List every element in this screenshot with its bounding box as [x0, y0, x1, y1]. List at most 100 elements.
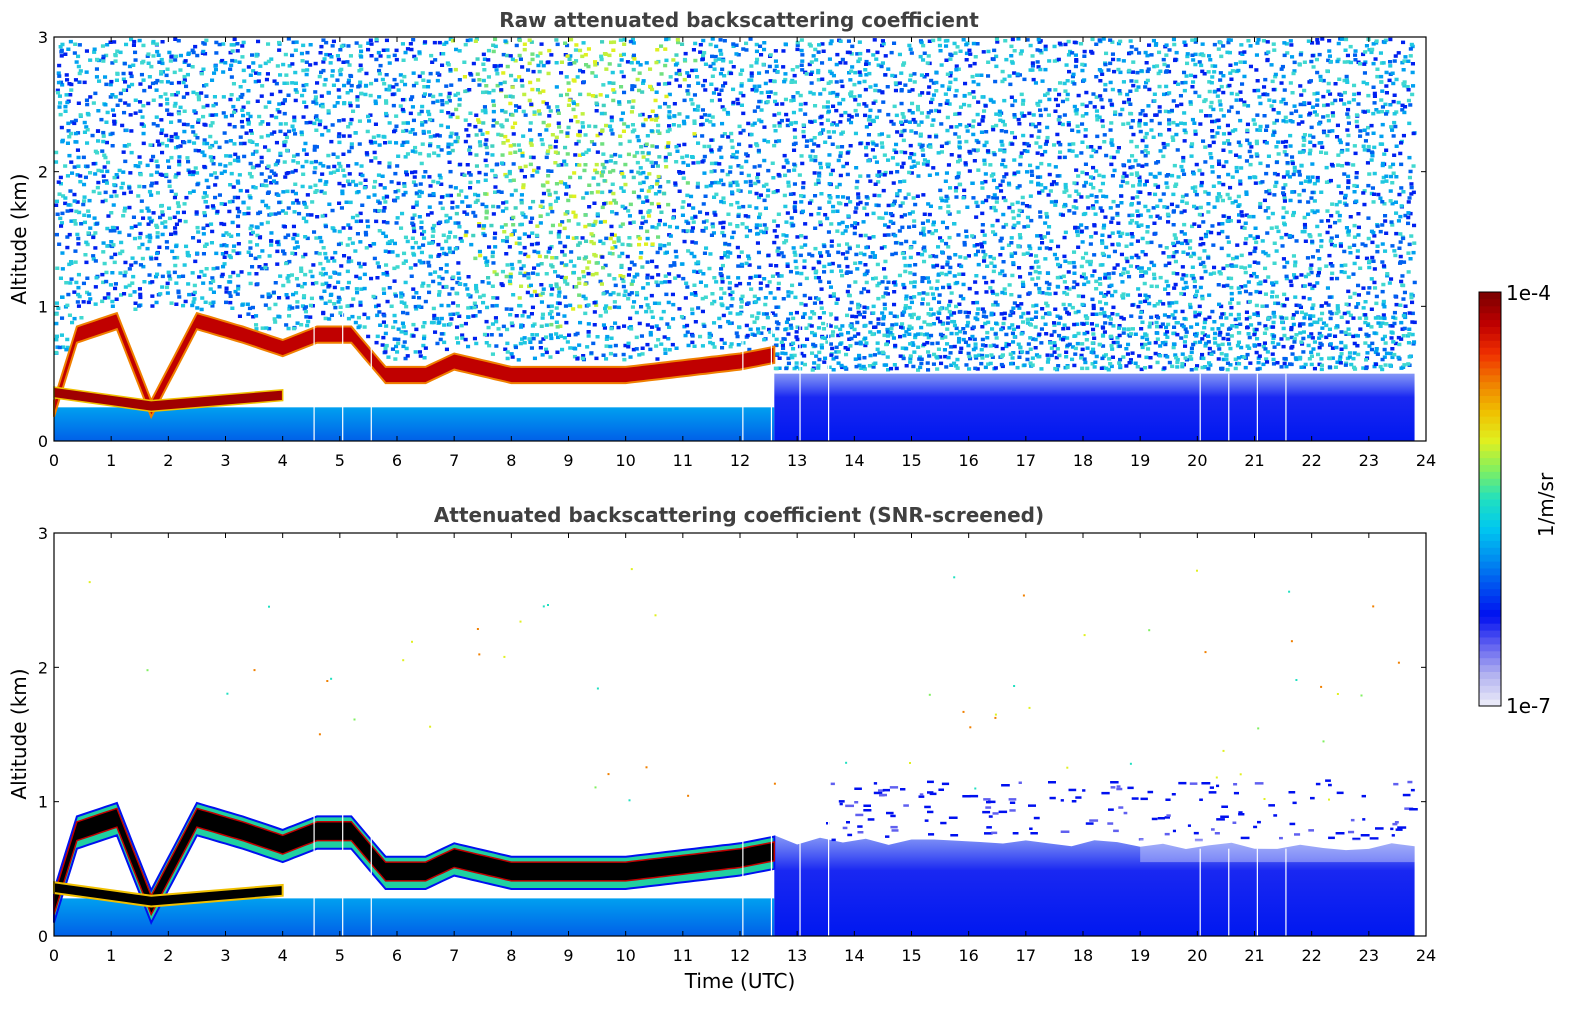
noise-pixel: [403, 356, 408, 361]
noise-pixel: [247, 306, 252, 311]
noise-pixel: [618, 274, 623, 278]
noise-pixel: [812, 312, 817, 316]
noise-pixel: [663, 155, 668, 160]
noise-pixel: [870, 118, 875, 123]
noise-pixel: [265, 191, 270, 195]
noise-pixel: [873, 99, 878, 103]
noise-pixel: [64, 73, 69, 77]
noise-pixel: [187, 170, 192, 174]
noise-pixel: [813, 275, 818, 280]
noise-pixel: [441, 52, 446, 56]
noise-pixel: [712, 299, 717, 304]
noise-pixel: [445, 125, 450, 129]
noise-pixel: [548, 206, 553, 210]
noise-pixel: [623, 343, 628, 348]
noise-pixel: [275, 64, 280, 68]
noise-pixel: [295, 161, 300, 165]
noise-pixel: [522, 310, 527, 314]
noise-pixel: [157, 245, 162, 249]
noise-pixel: [60, 251, 65, 255]
noise-pixel: [619, 58, 624, 62]
noise-pixel: [774, 102, 779, 106]
noise-pixel: [392, 129, 397, 134]
noise-pixel: [410, 170, 415, 175]
noise-pixel: [185, 72, 190, 77]
noise-pixel: [123, 206, 128, 211]
noise-pixel: [500, 153, 505, 157]
noise-pixel: [450, 200, 455, 205]
noise-pixel: [738, 311, 743, 316]
noise-pixel: [531, 155, 536, 160]
noise-pixel: [66, 292, 71, 297]
noise-pixel: [918, 365, 923, 370]
noise-pixel: [364, 233, 369, 237]
noise-pixel: [201, 49, 206, 54]
noise-pixel: [532, 356, 537, 361]
noise-pixel: [451, 301, 456, 305]
noise-pixel: [788, 122, 793, 126]
noise-pixel: [489, 223, 494, 228]
noise-pixel: [495, 83, 500, 88]
noise-pixel: [608, 292, 613, 297]
noise-pixel: [882, 153, 887, 157]
noise-pixel: [420, 71, 425, 75]
noise-pixel: [232, 110, 237, 114]
noise-pixel: [60, 316, 65, 320]
noise-pixel: [519, 78, 524, 83]
noise-pixel: [791, 95, 796, 99]
noise-pixel: [719, 296, 724, 300]
noise-pixel: [210, 276, 215, 280]
noise-pixel: [657, 131, 662, 135]
noise-pixel: [677, 307, 682, 311]
noise-pixel: [548, 230, 553, 235]
noise-pixel: [613, 245, 618, 249]
noise-pixel: [56, 180, 61, 184]
noise-pixel: [474, 37, 479, 41]
noise-pixel: [863, 233, 868, 238]
noise-pixel: [517, 53, 522, 58]
noise-pixel: [444, 84, 449, 88]
noise-pixel: [422, 321, 427, 325]
noise-pixel: [680, 213, 685, 217]
noise-pixel: [822, 264, 827, 269]
noise-pixel: [580, 236, 585, 240]
noise-pixel: [871, 276, 876, 281]
noise-pixel: [711, 91, 716, 95]
noise-pixel: [347, 134, 352, 138]
noise-pixel: [845, 225, 850, 229]
noise-pixel: [323, 182, 328, 186]
noise-pixel: [658, 246, 663, 251]
noise-pixel: [87, 292, 92, 296]
noise-pixel: [575, 163, 580, 167]
noise-pixel: [468, 180, 473, 185]
noise-pixel: [227, 209, 232, 214]
noise-pixel: [655, 179, 660, 184]
noise-pixel: [340, 189, 345, 193]
noise-pixel: [314, 281, 319, 285]
noise-pixel: [752, 165, 757, 169]
noise-pixel: [321, 310, 326, 315]
noise-pixel: [318, 178, 323, 183]
noise-pixel: [122, 191, 127, 196]
noise-pixel: [389, 304, 394, 308]
noise-pixel: [738, 91, 743, 95]
noise-pixel: [695, 108, 700, 112]
noise-pixel: [519, 323, 524, 327]
noise-pixel: [78, 69, 83, 73]
noise-pixel: [517, 38, 522, 43]
noise-pixel: [508, 144, 513, 148]
noise-pixel: [676, 40, 681, 45]
noise-pixel: [241, 68, 246, 73]
noise-pixel: [75, 200, 80, 204]
noise-pixel: [536, 78, 541, 82]
noise-pixel: [816, 68, 821, 73]
noise-pixel: [338, 72, 343, 77]
noise-pixel: [549, 53, 554, 57]
noise-pixel: [838, 173, 843, 178]
noise-pixel: [192, 290, 197, 295]
noise-pixel: [417, 189, 422, 194]
noise-pixel: [246, 211, 251, 216]
noise-pixel: [845, 264, 850, 269]
noise-pixel: [356, 325, 361, 330]
noise-pixel: [400, 98, 405, 102]
